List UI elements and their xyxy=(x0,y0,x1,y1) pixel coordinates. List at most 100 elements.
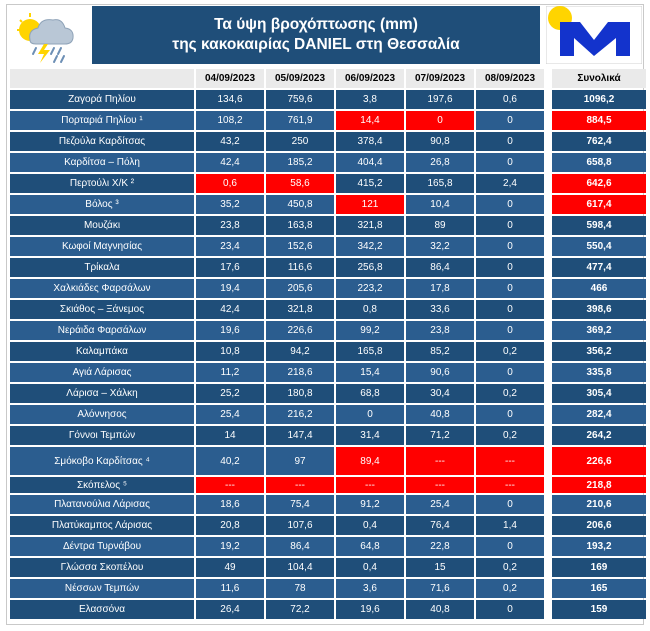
column-gap xyxy=(546,600,550,619)
page-subtitle: της κακοκαιρίας DANIEL στη Θεσσαλία xyxy=(172,36,460,53)
station-name: Αγιά Λάρισας xyxy=(10,363,194,382)
station-name: Πορταριά Πηλίου ¹ xyxy=(10,111,194,130)
rain-value: 415,2 xyxy=(336,174,404,193)
rain-value: 134,6 xyxy=(196,90,264,109)
rain-value: 19,6 xyxy=(336,600,404,619)
rain-total: 617,4 xyxy=(552,195,646,214)
rain-value: 0,2 xyxy=(476,426,544,445)
rain-total: 159 xyxy=(552,600,646,619)
rain-value: 0 xyxy=(406,111,474,130)
rain-total: 369,2 xyxy=(552,321,646,340)
header-row: 04/09/2023 05/09/2023 06/09/2023 07/09/2… xyxy=(10,69,646,88)
rain-value: 197,6 xyxy=(406,90,474,109)
column-gap xyxy=(546,447,550,475)
rain-value: 108,2 xyxy=(196,111,264,130)
rain-value: 32,2 xyxy=(406,237,474,256)
rain-value: 216,2 xyxy=(266,405,334,424)
rain-value: 30,4 xyxy=(406,384,474,403)
rainfall-table: 04/09/2023 05/09/2023 06/09/2023 07/09/2… xyxy=(8,67,648,621)
rain-value: 26,4 xyxy=(196,600,264,619)
rain-value: 97 xyxy=(266,447,334,475)
rain-value: 71,6 xyxy=(406,579,474,598)
rain-value: 0,2 xyxy=(476,579,544,598)
rain-value: 14 xyxy=(196,426,264,445)
column-gap xyxy=(546,195,550,214)
rain-value: 43,2 xyxy=(196,132,264,151)
station-name: Σμόκοβο Καρδίτσας ⁴ xyxy=(10,447,194,475)
rain-value: 3,6 xyxy=(336,579,404,598)
rain-value: 185,2 xyxy=(266,153,334,172)
column-header: 05/09/2023 xyxy=(266,69,334,88)
column-gap xyxy=(546,69,550,88)
column-gap xyxy=(546,342,550,361)
column-gap xyxy=(546,174,550,193)
station-name: Καλαμπάκα xyxy=(10,342,194,361)
rain-value: 0 xyxy=(476,132,544,151)
table-row: Νέσσων Τεμπών 11,6 78 3,6 71,6 0,2 165 xyxy=(10,579,646,598)
rain-value: 99,2 xyxy=(336,321,404,340)
rain-total: 165 xyxy=(552,579,646,598)
rain-value: 0 xyxy=(476,111,544,130)
column-gap xyxy=(546,495,550,514)
rain-value: 17,8 xyxy=(406,279,474,298)
rain-value: 89,4 xyxy=(336,447,404,475)
table-row: Βόλος ³ 35,2 450,8 121 10,4 0 617,4 xyxy=(10,195,646,214)
table-row: Σκιάθος – Ξάνεμος 42,4 321,8 0,8 33,6 0 398,6 xyxy=(10,300,646,319)
rain-value: 0 xyxy=(476,195,544,214)
station-name: Κωφοί Μαγνησίας xyxy=(10,237,194,256)
rain-total: 884,5 xyxy=(552,111,646,130)
column-header: 06/09/2023 xyxy=(336,69,404,88)
rain-value: --- xyxy=(476,477,544,493)
rain-value: 0 xyxy=(476,279,544,298)
rain-total: 226,6 xyxy=(552,447,646,475)
station-name: Λάρισα – Χάλκη xyxy=(10,384,194,403)
rain-value: 321,8 xyxy=(336,216,404,235)
rain-total: 193,2 xyxy=(552,537,646,556)
column-gap xyxy=(546,405,550,424)
table-row: Καλαμπάκα 10,8 94,2 165,8 85,2 0,2 356,2 xyxy=(10,342,646,361)
rain-value: 14,4 xyxy=(336,111,404,130)
rain-value: 23,8 xyxy=(196,216,264,235)
rain-total: 477,4 xyxy=(552,258,646,277)
rain-value: 15 xyxy=(406,558,474,577)
rain-value: 0,4 xyxy=(336,516,404,535)
rain-total: 1096,2 xyxy=(552,90,646,109)
column-gap xyxy=(546,216,550,235)
rain-value: 72,2 xyxy=(266,600,334,619)
station-name: Αλόννησος xyxy=(10,405,194,424)
rain-value: 85,2 xyxy=(406,342,474,361)
station-name: Περτούλι Χ/Κ ² xyxy=(10,174,194,193)
rain-value: 0 xyxy=(476,153,544,172)
rain-value: 25,2 xyxy=(196,384,264,403)
rain-value: 68,8 xyxy=(336,384,404,403)
total-header: Συνολικά xyxy=(552,69,646,88)
rain-total: 282,4 xyxy=(552,405,646,424)
rain-value: 104,4 xyxy=(266,558,334,577)
station-name: Μουζάκι xyxy=(10,216,194,235)
rain-value: 0 xyxy=(336,405,404,424)
table-row: Κωφοί Μαγνησίας 23,4 152,6 342,2 32,2 0 550,4 xyxy=(10,237,646,256)
rain-value: 40,2 xyxy=(196,447,264,475)
column-gap xyxy=(546,300,550,319)
station-name: Πλατύκαμπος Λάρισας xyxy=(10,516,194,535)
rain-value: 180,8 xyxy=(266,384,334,403)
table-row: Λάρισα – Χάλκη 25,2 180,8 68,8 30,4 0,2 305,4 xyxy=(10,384,646,403)
storm-cloud-icon xyxy=(17,13,74,63)
table-row: Ελασσόνα 26,4 72,2 19,6 40,8 0 159 xyxy=(10,600,646,619)
rain-value: 0 xyxy=(476,300,544,319)
rain-value: --- xyxy=(476,447,544,475)
table-row: Πορταριά Πηλίου ¹ 108,2 761,9 14,4 0 0 884,5 xyxy=(10,111,646,130)
rain-value: 0,6 xyxy=(476,90,544,109)
rain-value: 0 xyxy=(476,237,544,256)
station-name: Ζαγορά Πηλίου xyxy=(10,90,194,109)
rain-value: --- xyxy=(266,477,334,493)
rain-total: 762,4 xyxy=(552,132,646,151)
rain-value: 147,4 xyxy=(266,426,334,445)
station-name: Νεράιδα Φαρσάλων xyxy=(10,321,194,340)
rain-value: 0 xyxy=(476,216,544,235)
column-gap xyxy=(546,384,550,403)
rain-value: 218,6 xyxy=(266,363,334,382)
rain-value: 404,4 xyxy=(336,153,404,172)
rain-value: 11,6 xyxy=(196,579,264,598)
column-gap xyxy=(546,477,550,493)
